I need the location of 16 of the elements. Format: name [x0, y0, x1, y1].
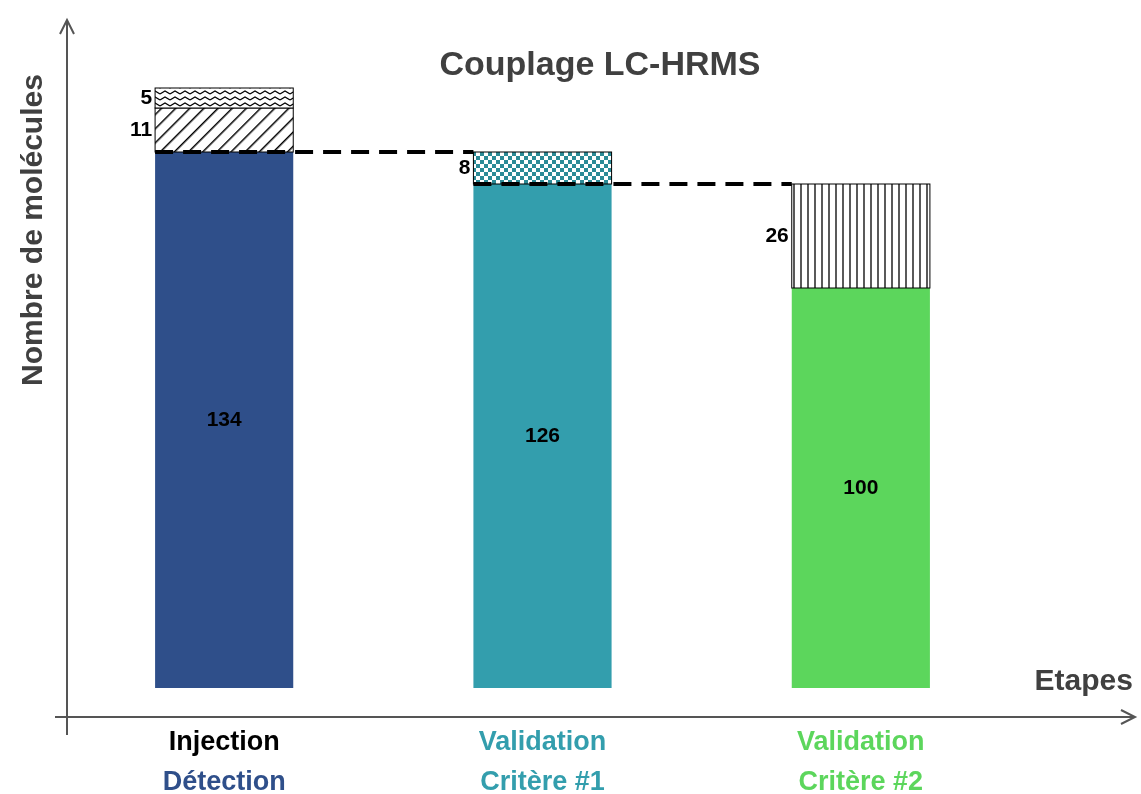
text: Couplage LC-HRMS: [439, 44, 761, 82]
data-label: 134: [206, 406, 242, 430]
data-label: 100: [843, 474, 879, 498]
data-label: 11: [129, 116, 153, 140]
x-axis-title: Etapes: [1034, 663, 1133, 696]
data-label: 5: [140, 84, 153, 108]
bar: [473, 184, 612, 688]
x-tick-label: Injection Détection: [162, 726, 286, 794]
data-label: 8: [458, 154, 471, 178]
x-tick-label: Validation Critère #2: [797, 726, 925, 794]
bar: [791, 288, 930, 688]
y-axis-title: Nombre de molécules: [15, 74, 48, 386]
data-label: 26: [765, 222, 789, 246]
bar: [155, 152, 294, 688]
data-label: 126: [524, 422, 561, 446]
x-tick-label: Validation Critère #1: [478, 726, 607, 794]
